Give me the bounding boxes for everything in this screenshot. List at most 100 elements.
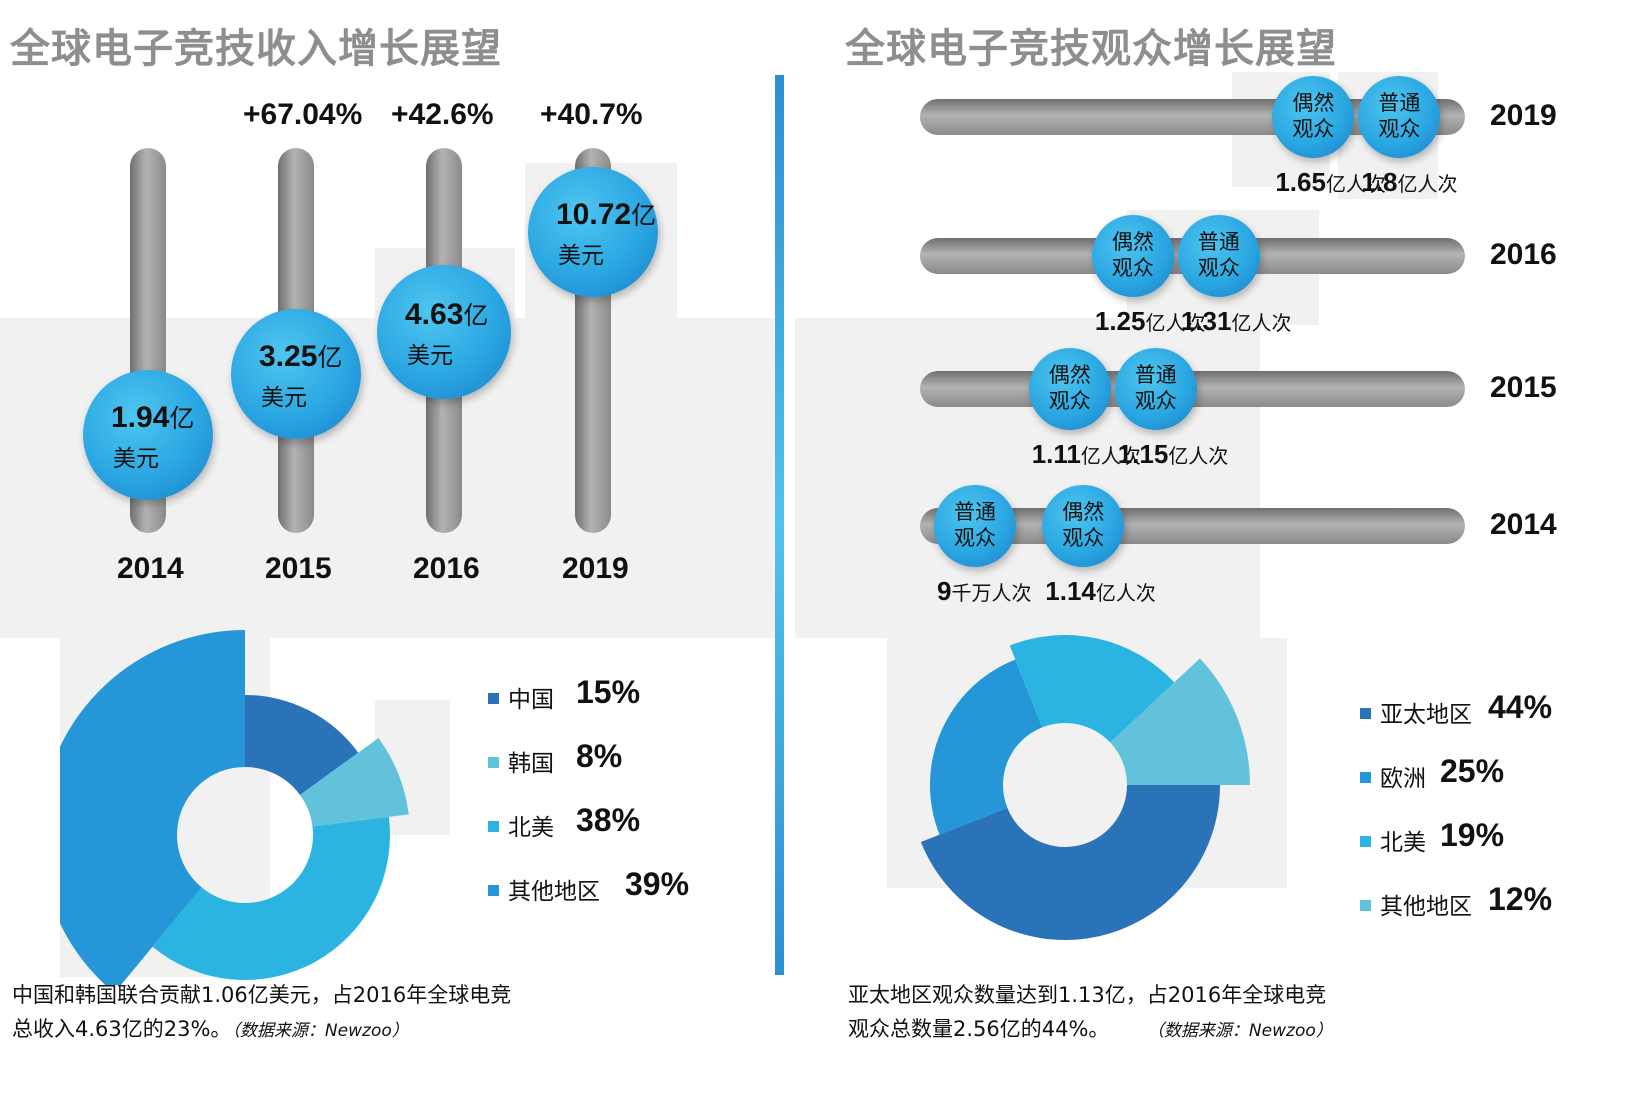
revenue-value-number: 10.72 [556,198,632,231]
revenue-value-unit: 亿 [169,404,195,433]
legend-swatch-欧洲 [1360,772,1371,783]
revenue-bubble-2015 [231,308,361,439]
audience-year-2014: 2014 [1490,508,1557,541]
legend-swatch-北美 [488,821,499,832]
revenue-value-unit: 亿 [463,300,489,330]
audience-bubble-label-line2: 观众 [1378,117,1421,141]
audience-value-number: 1.65 [1275,167,1326,197]
audience-value-unit: 亿人次 [1325,172,1386,196]
legend-value-北美: 38% [576,802,641,838]
revenue-value-unit: 亿 [631,201,657,230]
legend-value-北美: 19% [1440,817,1505,853]
revenue-year-2019: 2019 [562,552,629,585]
audience-year-2016: 2016 [1490,238,1557,271]
revenue-bubble-2019 [528,167,658,297]
audience-value-2019-1: 1.8亿人次 [1361,167,1457,198]
legend-value-其他地区: 12% [1488,881,1553,917]
revenue-region-donut [60,630,409,985]
legend-label-其他地区: 其他地区 [508,879,600,905]
legend-label-北美: 北美 [1380,830,1426,856]
legend-label-欧洲: 欧洲 [1380,766,1426,792]
audience-value-unit: 亿人次 [1145,311,1206,335]
revenue-value-2015: 3.25亿 [259,338,342,374]
right-note: 亚太地区观众数量达到1.13亿，占2016年全球电竞 观众总数量2.56亿的44… [848,978,1333,1048]
audience-bubble-2015-1 [1114,348,1197,430]
right-note-line2: 观众总数量2.56亿的44%。 [848,1017,1110,1041]
audience-bubble-2019-0 [1272,76,1355,158]
legend-label-亚太地区: 亚太地区 [1380,702,1472,728]
center-divider [775,75,784,975]
legend-swatch-中国 [488,693,499,704]
revenue-value-number: 3.25 [259,339,318,373]
audience-value-number: 1.8 [1361,167,1398,197]
audience-value-unit: 亿人次 [1080,444,1141,468]
audience-value-2015-1: 1.15亿人次 [1118,439,1229,470]
audience-bubble-label: 偶然 观众 [1281,90,1345,142]
revenue-value-unit: 亿 [317,342,343,372]
audience-value-number: 9 [937,576,952,606]
legend-value-韩国: 8% [576,738,623,774]
legend-swatch-北美 [1360,836,1371,847]
audience-value-number: 1.11 [1031,439,1081,469]
revenue-year-2016: 2016 [413,552,480,585]
revenue-value-subunit: 美元 [261,384,307,411]
audience-value-unit: 亿人次 [1095,581,1156,605]
audience-bubble-2014-0 [1042,485,1125,567]
revenue-value-number: 1.94 [111,401,170,434]
revenue-bubble-2016 [377,264,511,399]
audience-bubble-label: 普通 观众 [1367,90,1431,142]
audience-value-2016-1: 1.31亿人次 [1181,306,1292,337]
audience-bubble-label-line1: 偶然 [1062,500,1105,524]
legend-swatch-韩国 [488,757,499,768]
audience-value-unit: 亿人次 [1168,444,1229,468]
audience-value-2014-1: 9千万人次 [937,576,1031,607]
audience-region-donut [920,635,1250,940]
audience-bubble-label-line2: 观众 [1134,389,1177,413]
left-note: 中国和韩国联合贡献1.06亿美元，占2016年全球电竞 总收入4.63亿的23%… [12,978,511,1048]
audience-bubble-2016-1 [1177,215,1260,297]
audience-value-number: 1.31 [1180,306,1232,336]
audience-value-number: 1.14 [1045,576,1096,606]
audience-bubble-label-line2: 观众 [1292,117,1335,141]
right-title: 全球电子竞技观众增长展望 [845,26,1337,72]
revenue-year-2014: 2014 [117,552,184,585]
donut-slice-北美 [152,816,390,980]
legend-value-欧洲: 25% [1440,753,1505,789]
revenue-growth-2015: +67.04% [243,98,363,131]
legend-label-其他地区: 其他地区 [1380,894,1472,920]
revenue-value-subunit: 美元 [407,342,453,369]
legend-value-亚太地区: 44% [1488,689,1553,725]
left-source: （数据来源：Newzoo） [231,1021,409,1041]
revenue-value-number: 4.63 [405,297,464,331]
audience-bubble-label-line2: 观众 [1062,526,1105,550]
legend-value-中国: 15% [576,674,641,710]
legend-swatch-亚太地区 [1360,708,1371,719]
audience-value-unit: 亿人次 [1231,311,1292,335]
audience-bubble-2015-0 [1028,348,1111,430]
audience-bubble-label-line1: 偶然 [1111,230,1154,254]
audience-bubble-label: 普通 观众 [943,499,1007,551]
audience-value-number: 1.25 [1094,306,1146,336]
revenue-bubble-2014 [83,370,213,500]
audience-year-2015: 2015 [1490,371,1557,404]
audience-bubble-label: 偶然 观众 [1051,499,1115,551]
left-note-line1: 中国和韩国联合贡献1.06亿美元，占2016年全球电竞 [12,983,512,1007]
legend-label-北美: 北美 [508,815,554,841]
audience-bubble-label-line2: 观众 [954,526,996,550]
audience-bubble-2016-0 [1091,215,1174,297]
audience-bubble-2014-1 [934,485,1016,567]
audience-value-unit: 千万人次 [951,581,1032,605]
donut-slice-其他地区 [1110,658,1250,785]
audience-bubble-label: 偶然 观众 [1038,362,1102,414]
donut-slice-韩国 [300,738,409,827]
donut-slice-北美 [1009,635,1175,743]
legend-label-中国: 中国 [508,687,554,713]
legend-value-其他地区: 39% [625,866,690,902]
revenue-value-subunit: 美元 [113,446,159,472]
legend-label-韩国: 韩国 [508,751,554,777]
audience-value-number: 1.15 [1117,439,1169,469]
audience-value-2014-0: 1.14亿人次 [1045,576,1156,607]
audience-bubble-label-line1: 偶然 [1048,363,1091,387]
audience-bubble-label-line2: 观众 [1048,389,1091,413]
revenue-value-2014: 1.94亿 [111,399,194,435]
